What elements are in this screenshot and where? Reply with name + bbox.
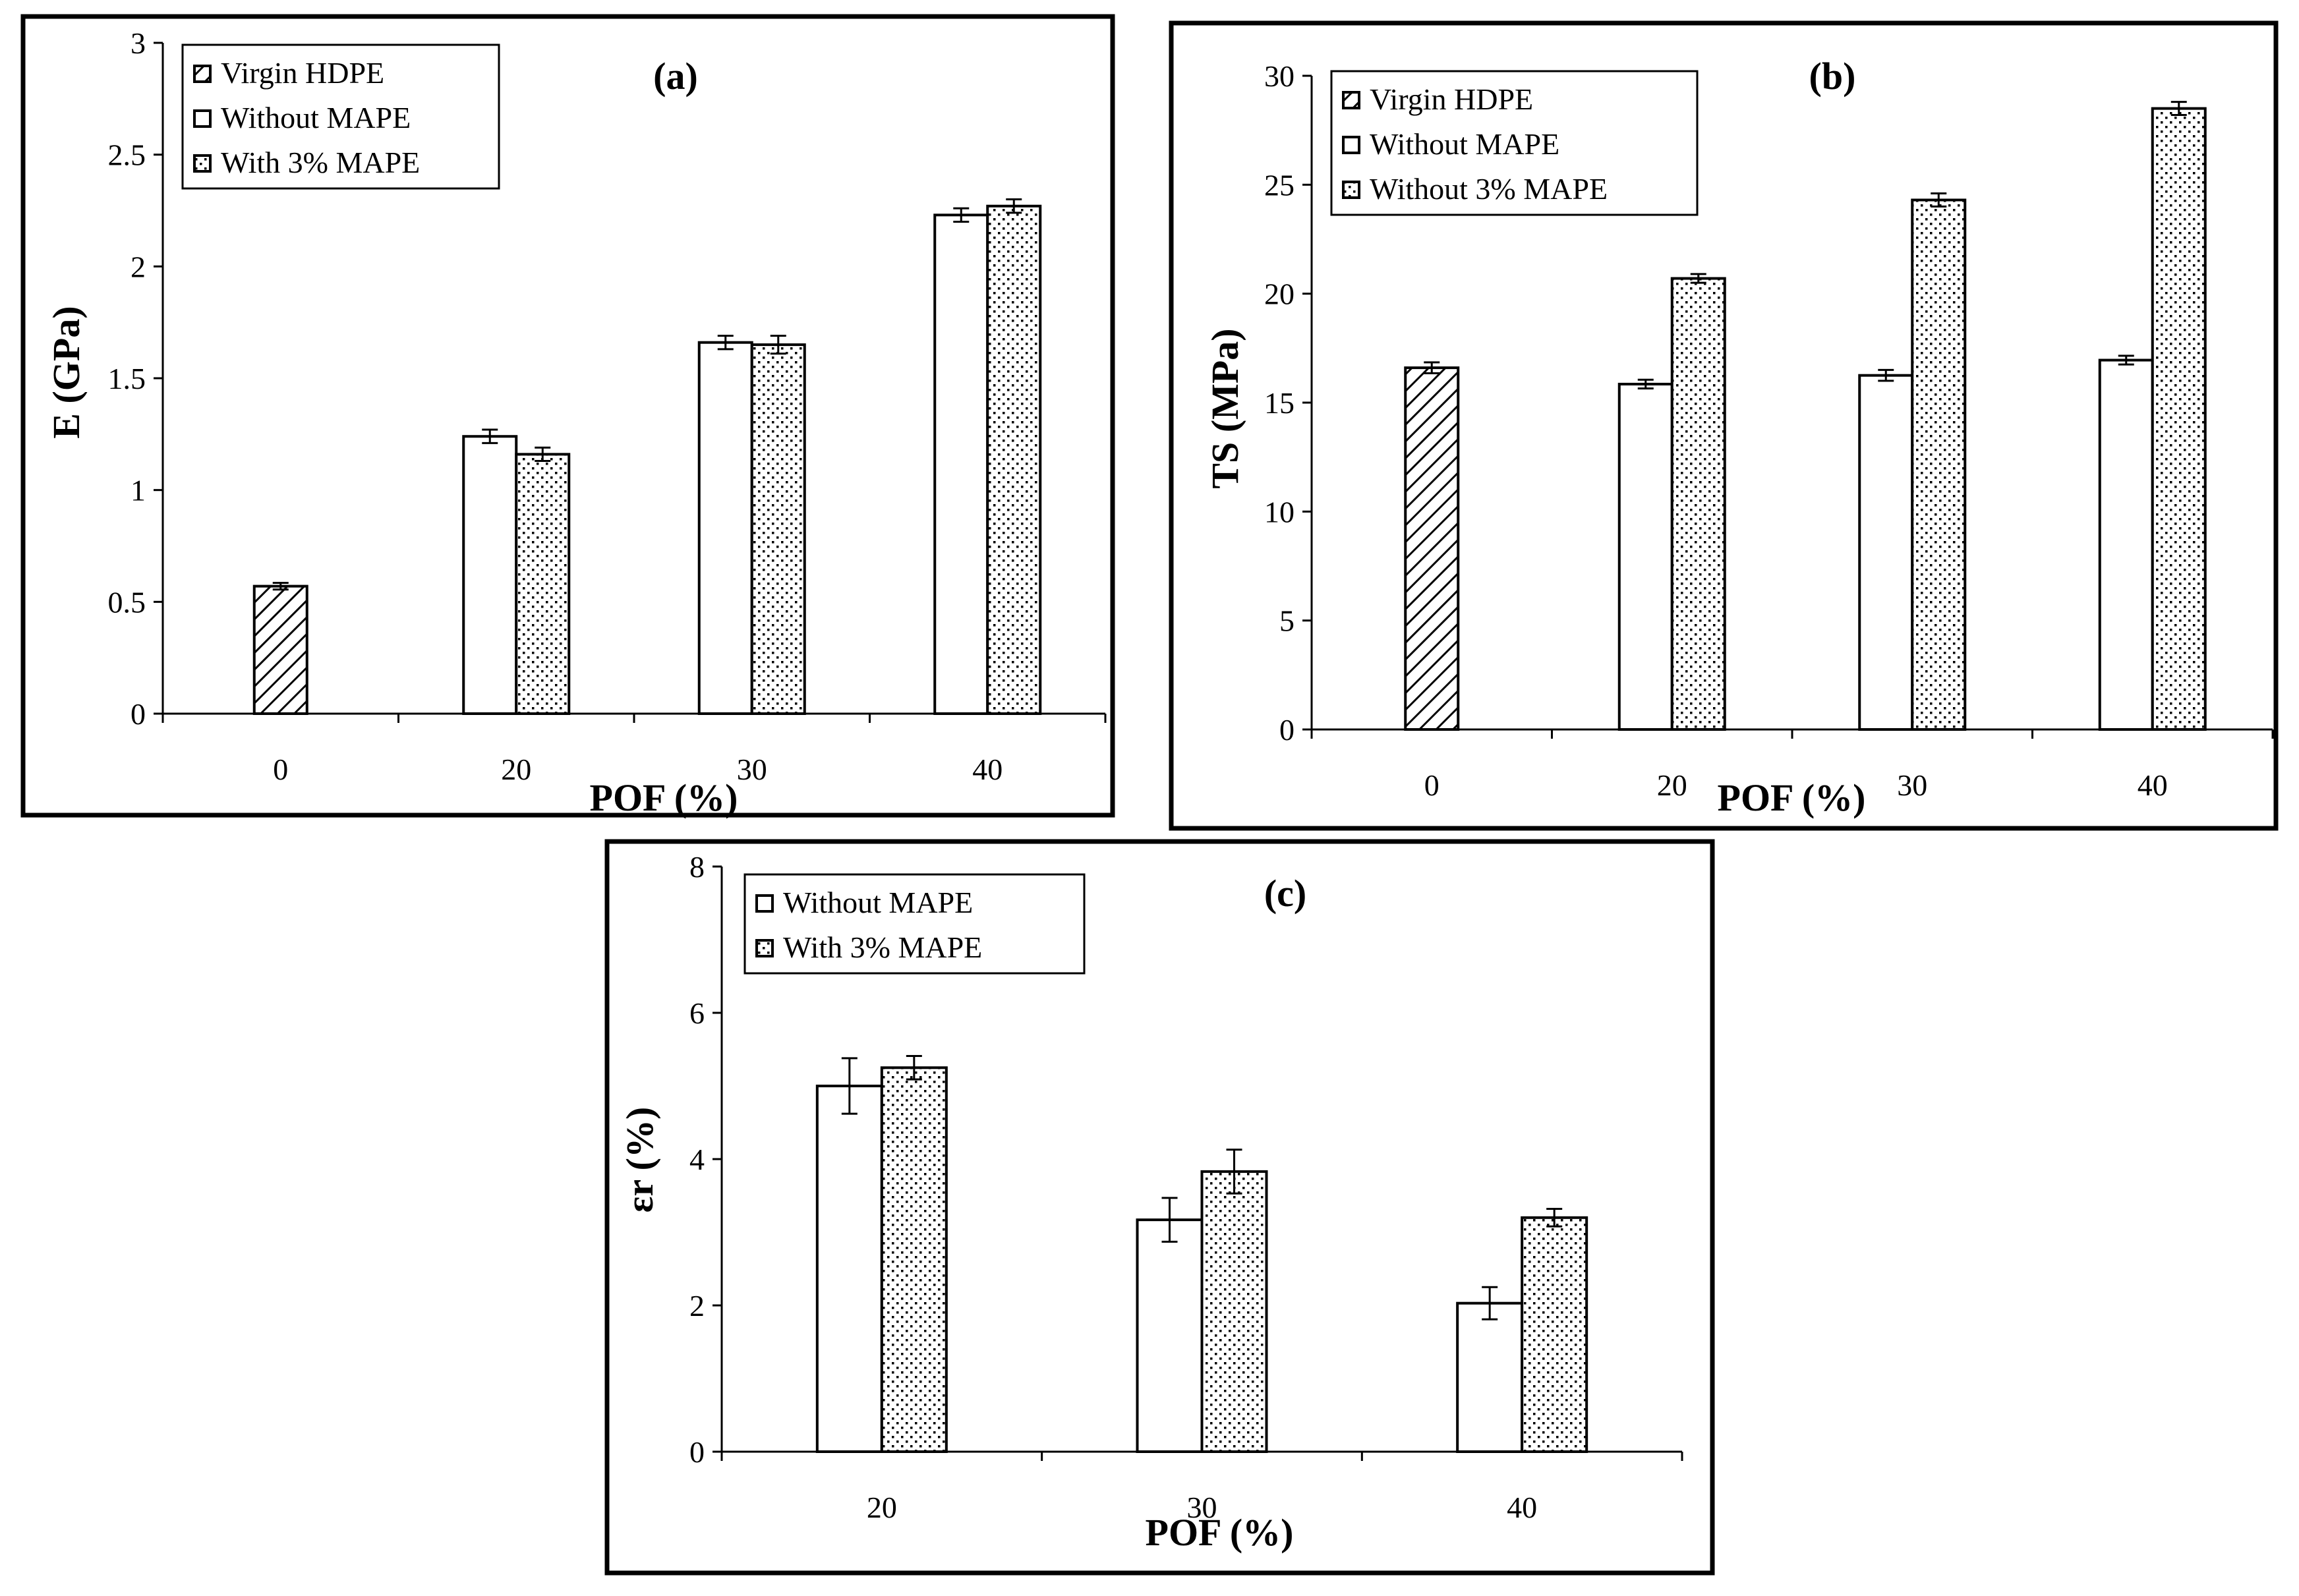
y-axis-label: TS (MPa) xyxy=(1204,328,1246,488)
bar-plain xyxy=(815,1085,883,1453)
x-tick-label: 30 xyxy=(1897,768,1927,802)
bar-dots xyxy=(880,1066,948,1453)
legend-swatch xyxy=(1342,91,1360,109)
bar-plain xyxy=(697,341,753,715)
y-tick-label: 0 xyxy=(1279,713,1295,747)
x-tick-label: 40 xyxy=(2138,768,2168,802)
bar-dots xyxy=(1200,1170,1268,1453)
x-axis-label: POF (%) xyxy=(590,776,738,819)
y-tick-label: 1.5 xyxy=(108,362,146,395)
y-tick-label: 25 xyxy=(1264,168,1295,202)
bar-hatch xyxy=(252,584,308,716)
bar-plain xyxy=(1858,374,1914,731)
x-tick-label: 30 xyxy=(1187,1491,1217,1524)
bar-plain xyxy=(1617,382,1673,731)
legend-swatch xyxy=(1342,136,1360,154)
bar-hatch xyxy=(1404,366,1460,731)
y-tick-label: 1 xyxy=(131,474,146,507)
bar-dots xyxy=(515,453,571,716)
y-tick-label: 4 xyxy=(689,1143,705,1176)
legend-label: Without 3% MAPE xyxy=(1370,172,1608,206)
panel-title: (c) xyxy=(1264,872,1306,915)
x-tick-label: 20 xyxy=(501,753,531,786)
bar-plain xyxy=(2098,358,2154,731)
panel-title: (b) xyxy=(1809,55,1856,98)
legend-box xyxy=(743,873,1086,975)
x-tick-label: 20 xyxy=(867,1491,897,1524)
bar-dots xyxy=(1911,198,1967,731)
chart-panel-c: 0 2 4 6 8 20 30 40 POF (%) εr (%) (c) Without MAPE W… xyxy=(604,839,1715,1576)
x-tick-label: 40 xyxy=(1507,1491,1537,1524)
bar-plain xyxy=(1136,1218,1204,1453)
bar-dots xyxy=(1521,1216,1588,1454)
x-tick-label: 20 xyxy=(1657,768,1687,802)
bar-dots xyxy=(1670,277,1726,731)
y-axis-label: E (GPa) xyxy=(45,306,88,438)
bar-dots xyxy=(986,204,1042,716)
legend-swatch xyxy=(193,154,212,173)
panel-frame xyxy=(604,839,1715,1576)
x-tick-label: 40 xyxy=(972,753,1003,786)
legend-swatch xyxy=(193,109,212,128)
bar-dots xyxy=(2151,107,2207,731)
bar-plain xyxy=(933,214,989,715)
y-tick-label: 0 xyxy=(131,697,146,731)
bar-plain xyxy=(462,435,518,716)
y-tick-label: 2 xyxy=(131,250,146,283)
x-tick-label: 0 xyxy=(1424,768,1440,802)
panel-title: (a) xyxy=(653,55,698,98)
legend-swatch xyxy=(1342,181,1360,199)
bar-plain xyxy=(1456,1301,1524,1454)
x-axis-label: POF (%) xyxy=(1718,776,1866,819)
legend-label: Without MAPE xyxy=(1370,127,1559,161)
legend-label: With 3% MAPE xyxy=(221,146,420,179)
x-axis-label: POF (%) xyxy=(1146,1511,1294,1554)
chart-panel-b: 0 5 10 15 20 25 30 0 20 30 40 POF (%) TS (MPa) (b) Vir… xyxy=(1169,20,2279,831)
y-tick-label: 5 xyxy=(1279,604,1295,638)
legend-label: Virgin HDPE xyxy=(221,56,384,90)
y-tick-label: 6 xyxy=(689,996,705,1030)
legend-swatch xyxy=(193,65,212,83)
legend-label: Without MAPE xyxy=(221,101,411,134)
y-tick-label: 8 xyxy=(689,850,705,884)
y-tick-label: 30 xyxy=(1264,59,1295,93)
y-tick-label: 15 xyxy=(1264,386,1295,420)
y-tick-label: 20 xyxy=(1264,277,1295,311)
x-tick-label: 0 xyxy=(273,753,288,786)
legend-label: Without MAPE xyxy=(783,886,973,919)
y-tick-label: 10 xyxy=(1264,495,1295,528)
legend-box xyxy=(1330,70,1699,216)
y-tick-label: 2.5 xyxy=(108,138,146,172)
legend-label: Virgin HDPE xyxy=(1370,82,1533,116)
y-tick-label: 0.5 xyxy=(108,585,146,619)
y-tick-label: 2 xyxy=(689,1289,705,1323)
y-tick-label: 3 xyxy=(131,26,146,60)
legend-box xyxy=(181,43,500,190)
y-axis-label: εr (%) xyxy=(618,1107,661,1213)
legend-swatch xyxy=(755,939,774,957)
bar-dots xyxy=(750,343,806,715)
legend-swatch xyxy=(755,894,774,913)
y-tick-label: 0 xyxy=(689,1435,705,1469)
legend-label: With 3% MAPE xyxy=(783,930,982,964)
x-tick-label: 30 xyxy=(737,753,767,786)
panel-frame xyxy=(20,14,1115,818)
panel-frame xyxy=(1169,20,2279,831)
